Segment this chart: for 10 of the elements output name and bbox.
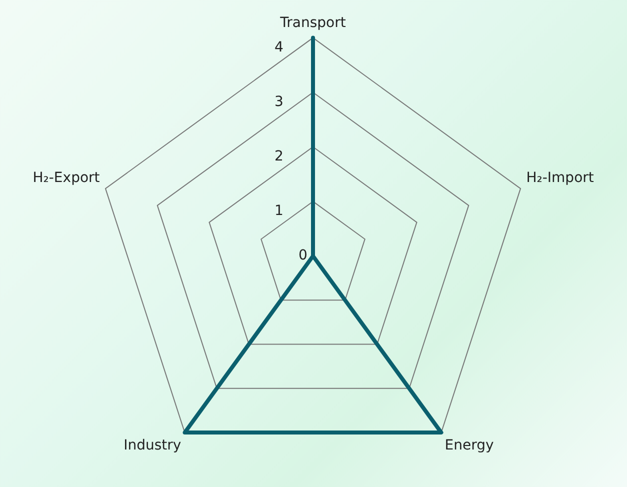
y-tick-label: 4	[274, 39, 284, 56]
spoke-label: Energy	[444, 437, 494, 454]
spoke-label: H₂-Import	[526, 170, 594, 186]
spoke-label: H₂-Export	[32, 170, 100, 186]
y-tick-label: 2	[274, 148, 284, 165]
y-tick-label: 0	[298, 248, 308, 264]
spoke-label: Transport	[279, 15, 346, 32]
y-tick-label: 3	[274, 94, 284, 110]
spoke-label: Industry	[124, 437, 182, 454]
y-tick-label: 1	[274, 203, 284, 220]
